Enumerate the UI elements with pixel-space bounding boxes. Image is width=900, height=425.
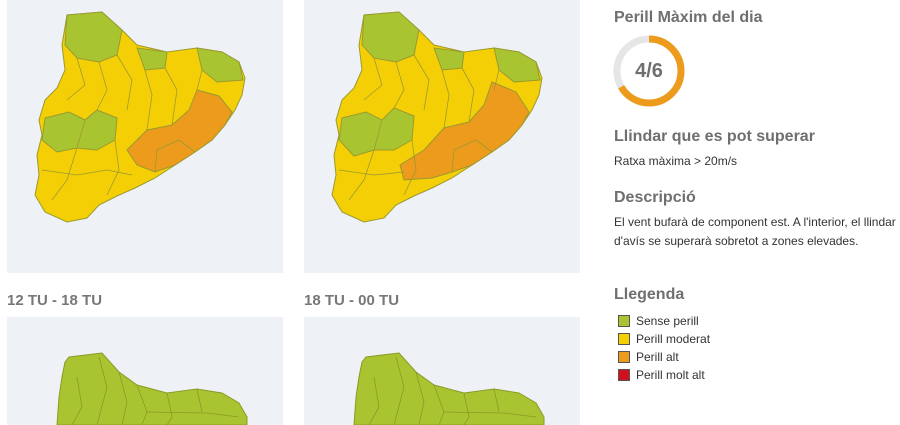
legend-label: Perill alt bbox=[636, 350, 679, 364]
period-label-3: 12 TU - 18 TU bbox=[7, 292, 103, 309]
threshold-title: Llindar que es pot superar bbox=[614, 128, 815, 145]
legend-item-none: Sense perill bbox=[618, 312, 710, 330]
catalonia-map-3 bbox=[56, 352, 248, 425]
legend-swatch bbox=[618, 333, 630, 345]
map-panel-4[interactable] bbox=[304, 317, 580, 425]
catalonia-map-4 bbox=[353, 352, 545, 425]
legend-swatch bbox=[618, 369, 630, 381]
legend-swatch bbox=[618, 315, 630, 327]
legend: Sense perill Perill moderat Perill alt P… bbox=[618, 312, 710, 384]
legend-title: Llegenda bbox=[614, 286, 685, 303]
legend-label: Sense perill bbox=[636, 314, 699, 328]
legend-swatch bbox=[618, 351, 630, 363]
danger-gauge bbox=[613, 35, 685, 107]
description-text: El vent bufarà de component est. A l'int… bbox=[614, 215, 896, 248]
legend-item-high: Perill alt bbox=[618, 348, 710, 366]
map-panel-1[interactable] bbox=[7, 0, 283, 273]
map-panel-2[interactable] bbox=[304, 0, 580, 273]
legend-label: Perill moderat bbox=[636, 332, 711, 346]
period-label-4: 18 TU - 00 TU bbox=[304, 292, 400, 309]
legend-item-moderate: Perill moderat bbox=[618, 330, 710, 348]
map-panel-3[interactable] bbox=[7, 317, 283, 425]
description-title: Descripció bbox=[614, 189, 696, 206]
max-danger-title: Perill Màxim del dia bbox=[614, 9, 763, 26]
catalonia-map-2 bbox=[331, 11, 543, 223]
legend-item-very-high: Perill molt alt bbox=[618, 366, 710, 384]
max-danger-value: 4/6 bbox=[635, 59, 663, 82]
legend-label: Perill molt alt bbox=[636, 368, 705, 382]
catalonia-map-1 bbox=[34, 11, 246, 223]
gauge-fill bbox=[613, 35, 685, 107]
threshold-text: Ratxa màxima > 20m/s bbox=[614, 154, 738, 168]
